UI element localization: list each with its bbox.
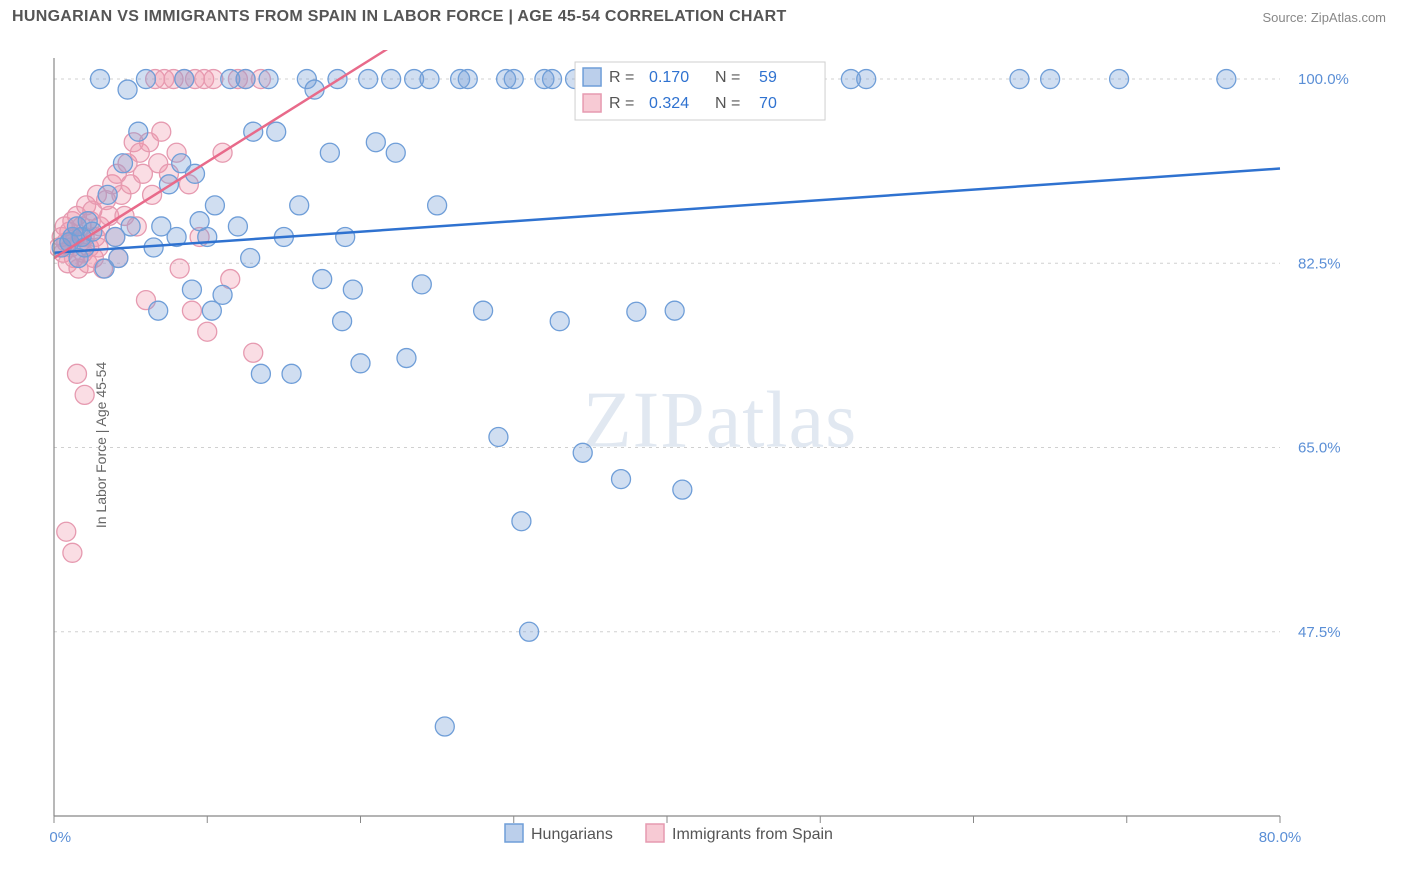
data-point-spain — [182, 301, 201, 320]
data-point-hungarian — [182, 280, 201, 299]
data-point-spain — [75, 385, 94, 404]
legend-series-label: Hungarians — [531, 826, 613, 843]
data-point-hungarian — [113, 154, 132, 173]
legend-n-label: N = — [715, 69, 740, 86]
chart-title: HUNGARIAN VS IMMIGRANTS FROM SPAIN IN LA… — [12, 8, 787, 26]
data-point-hungarian — [1041, 70, 1060, 89]
legend-n-label: N = — [715, 95, 740, 112]
legend-swatch — [505, 824, 523, 842]
data-point-hungarian — [282, 364, 301, 383]
chart-source: Source: ZipAtlas.com — [1262, 10, 1386, 25]
data-point-spain — [63, 543, 82, 562]
data-point-hungarian — [290, 196, 309, 215]
data-point-hungarian — [504, 70, 523, 89]
chart-area: In Labor Force | Age 45-54 ZIPatlas 47.5… — [50, 50, 1390, 840]
data-point-hungarian — [627, 302, 646, 321]
data-point-hungarian — [1110, 70, 1129, 89]
data-point-spain — [67, 364, 86, 383]
data-point-hungarian — [149, 301, 168, 320]
data-point-spain — [152, 122, 171, 141]
data-point-hungarian — [228, 217, 247, 236]
data-point-hungarian — [98, 185, 117, 204]
data-point-hungarian — [129, 122, 148, 141]
legend-r-label: R = — [609, 69, 634, 86]
x-tick-label: 80.0% — [1259, 829, 1302, 845]
data-point-hungarian — [665, 301, 684, 320]
legend-r-value: 0.324 — [649, 95, 689, 112]
data-point-hungarian — [1217, 70, 1236, 89]
data-point-hungarian — [673, 480, 692, 499]
data-point-hungarian — [109, 249, 128, 268]
legend-series-label: Immigrants from Spain — [672, 826, 833, 843]
data-point-hungarian — [343, 280, 362, 299]
data-point-hungarian — [397, 349, 416, 368]
data-point-hungarian — [458, 70, 477, 89]
data-point-hungarian — [213, 285, 232, 304]
data-point-hungarian — [857, 70, 876, 89]
y-tick-label: 47.5% — [1298, 624, 1341, 641]
data-point-hungarian — [351, 354, 370, 373]
data-point-hungarian — [136, 70, 155, 89]
data-point-hungarian — [543, 70, 562, 89]
data-point-hungarian — [489, 428, 508, 447]
data-point-hungarian — [386, 143, 405, 162]
data-point-hungarian — [366, 133, 385, 152]
data-point-hungarian — [420, 70, 439, 89]
legend-n-value: 59 — [759, 69, 777, 86]
data-point-hungarian — [205, 196, 224, 215]
data-point-spain — [57, 522, 76, 541]
data-point-hungarian — [313, 270, 332, 289]
data-point-hungarian — [573, 443, 592, 462]
data-point-spain — [198, 322, 217, 341]
data-point-spain — [170, 259, 189, 278]
y-axis-label: In Labor Force | Age 45-54 — [93, 362, 109, 528]
x-tick-label: 0.0% — [50, 829, 71, 845]
trend-line-hungarian — [54, 169, 1280, 253]
legend-swatch — [583, 94, 601, 112]
data-point-hungarian — [359, 70, 378, 89]
data-point-hungarian — [333, 312, 352, 331]
legend-r-value: 0.170 — [649, 69, 689, 86]
data-point-hungarian — [175, 70, 194, 89]
data-point-hungarian — [251, 364, 270, 383]
legend-swatch — [646, 824, 664, 842]
data-point-hungarian — [259, 70, 278, 89]
legend-r-label: R = — [609, 95, 634, 112]
data-point-hungarian — [118, 80, 137, 99]
data-point-hungarian — [474, 301, 493, 320]
data-point-hungarian — [428, 196, 447, 215]
data-point-hungarian — [382, 70, 401, 89]
data-point-hungarian — [520, 622, 539, 641]
data-point-hungarian — [512, 512, 531, 531]
data-point-hungarian — [412, 275, 431, 294]
chart-header: HUNGARIAN VS IMMIGRANTS FROM SPAIN IN LA… — [0, 0, 1406, 30]
data-point-spain — [204, 70, 223, 89]
data-point-hungarian — [320, 143, 339, 162]
data-point-hungarian — [612, 470, 631, 489]
data-point-hungarian — [336, 227, 355, 246]
legend-swatch — [583, 68, 601, 86]
data-point-hungarian — [435, 717, 454, 736]
data-point-hungarian — [1010, 70, 1029, 89]
y-tick-label: 82.5% — [1298, 255, 1341, 272]
legend-n-value: 70 — [759, 95, 777, 112]
data-point-hungarian — [121, 217, 140, 236]
data-point-hungarian — [267, 122, 286, 141]
data-point-spain — [244, 343, 263, 362]
y-tick-label: 65.0% — [1298, 440, 1341, 457]
data-point-hungarian — [236, 70, 255, 89]
data-point-hungarian — [550, 312, 569, 331]
data-point-hungarian — [90, 70, 109, 89]
scatter-chart: 47.5% 65.0% 82.5% 100.0% 0.0% 80.0% R = 0.170 N … — [50, 50, 1390, 845]
data-point-hungarian — [241, 249, 260, 268]
y-tick-label: 100.0% — [1298, 71, 1349, 88]
